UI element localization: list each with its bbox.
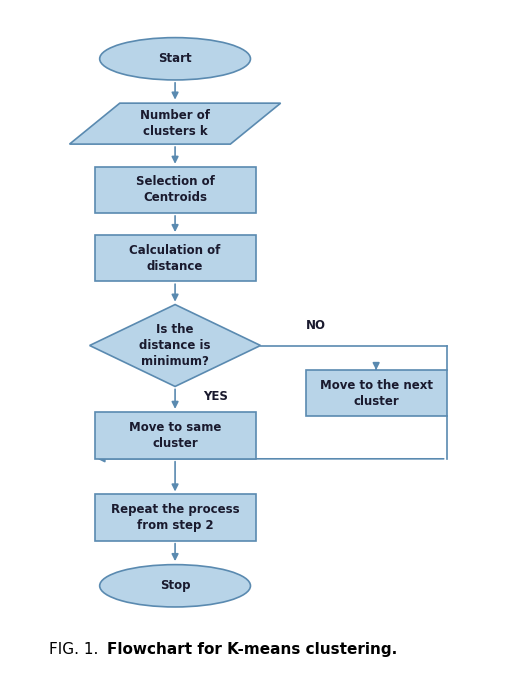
Polygon shape: [89, 305, 261, 386]
Text: Calculation of
distance: Calculation of distance: [129, 244, 221, 273]
Bar: [306, 370, 447, 417]
Text: NO: NO: [306, 319, 326, 332]
Text: Move to same
cluster: Move to same cluster: [129, 421, 221, 450]
Text: Repeat the process
from step 2: Repeat the process from step 2: [111, 503, 239, 532]
Text: Number of
clusters k: Number of clusters k: [140, 109, 210, 138]
Bar: [95, 494, 256, 541]
Polygon shape: [69, 103, 281, 144]
Text: Start: Start: [158, 53, 192, 65]
Ellipse shape: [100, 565, 250, 607]
Text: YES: YES: [203, 390, 227, 404]
Text: FIG. 1.: FIG. 1.: [50, 642, 104, 656]
Text: Selection of
Centroids: Selection of Centroids: [135, 176, 215, 205]
Text: Move to the next
cluster: Move to the next cluster: [320, 379, 433, 408]
Bar: [95, 167, 256, 213]
Ellipse shape: [100, 37, 250, 80]
Bar: [95, 235, 256, 281]
Text: Is the
distance is
minimum?: Is the distance is minimum?: [140, 323, 211, 368]
Text: Stop: Stop: [160, 579, 190, 592]
Bar: [95, 413, 256, 459]
Text: Flowchart for K-means clustering.: Flowchart for K-means clustering.: [107, 642, 398, 656]
